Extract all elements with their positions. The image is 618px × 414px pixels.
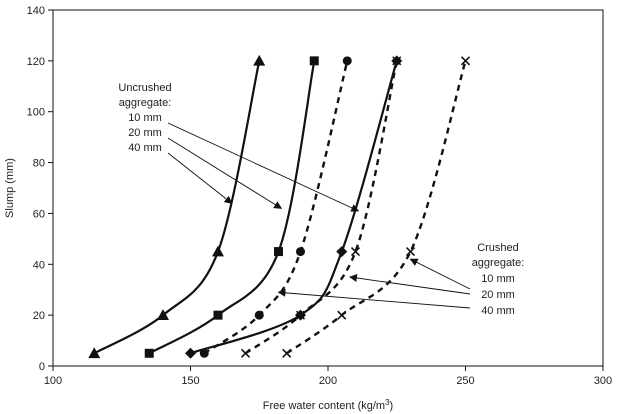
- x-marker-stroke: [282, 348, 292, 358]
- x-marker: [295, 310, 306, 320]
- square-marker: [144, 348, 154, 358]
- x-marker-stroke: [295, 310, 306, 320]
- triangle-marker: [212, 245, 224, 257]
- x-tick-label: 100: [44, 375, 62, 387]
- x-marker-stroke: [350, 247, 361, 257]
- x-tick-label: 300: [594, 375, 612, 387]
- crushed-item-20mm: 20 mm: [481, 289, 515, 301]
- annotation-arrow: [277, 288, 471, 309]
- triangle-marker: [88, 347, 101, 359]
- uncrushed-title-line1: Uncrushed: [118, 82, 171, 94]
- y-tick-label: 140: [27, 5, 45, 17]
- crushed-series-line: [244, 60, 398, 355]
- x-marker-stroke: [405, 247, 416, 257]
- circle-marker: [199, 348, 209, 358]
- x-marker: [240, 348, 251, 358]
- y-tick-label: 80: [33, 158, 45, 170]
- triangle-marker: [157, 309, 169, 320]
- crushed-legend: Crushed aggregate: 10 mm 20 mm 40 mm: [472, 242, 525, 317]
- triangle-marker: [253, 54, 266, 66]
- annotation-arrow: [349, 274, 471, 295]
- circle-marker: [296, 247, 305, 257]
- x-marker-stroke: [337, 310, 347, 320]
- square-marker: [213, 310, 223, 320]
- x-marker: [405, 247, 416, 257]
- square-marker: [309, 56, 319, 66]
- crushed-series-line: [203, 60, 349, 355]
- annotation-arrow: [167, 152, 233, 204]
- square-marker: [274, 247, 283, 257]
- x-marker: [282, 348, 292, 358]
- uncrushed-series-line: [148, 60, 316, 355]
- marker-layer: [88, 54, 471, 359]
- x-tick-label: 250: [456, 375, 474, 387]
- circle-marker: [342, 56, 352, 66]
- diamond-marker: [185, 347, 196, 359]
- plot-frame: [52, 9, 604, 367]
- diamond-marker: [336, 246, 348, 258]
- uncrushed-legend: Uncrushed aggregate: 10 mm 20 mm 40 mm: [118, 82, 171, 154]
- crushed-title-line2: aggregate:: [472, 257, 525, 269]
- crushed-series-line: [286, 60, 467, 355]
- y-tick-label: 0: [39, 361, 45, 373]
- x-tick-label: 200: [319, 375, 337, 387]
- y-tick-label: 40: [33, 259, 45, 271]
- x-marker: [350, 247, 361, 257]
- uncrushed-series-line: [93, 60, 261, 355]
- y-axis-ticks: 0 20 40 60 80 100 120 140: [27, 5, 53, 373]
- crushed-item-10mm: 10 mm: [481, 273, 515, 285]
- uncrushed-item-20mm: 20 mm: [128, 127, 162, 139]
- series-layer: [93, 60, 467, 355]
- y-tick-label: 100: [27, 107, 45, 119]
- x-marker: [392, 56, 402, 66]
- uncrushed-series-line: [190, 60, 398, 355]
- x-marker: [337, 310, 347, 320]
- annotation-arrows: [167, 122, 471, 309]
- x-marker-stroke: [460, 56, 471, 66]
- y-tick-label: 20: [33, 310, 45, 322]
- uncrushed-item-10mm: 10 mm: [128, 112, 162, 124]
- y-tick-label: 120: [27, 56, 45, 68]
- x-axis-title: Free water content (kg/m3): [263, 398, 393, 412]
- axes: [52, 9, 604, 367]
- x-marker: [460, 56, 471, 66]
- x-tick-label: 150: [181, 375, 199, 387]
- annotation-arrow: [409, 258, 471, 290]
- x-marker-stroke: [240, 348, 251, 358]
- y-tick-label: 60: [33, 208, 45, 220]
- uncrushed-title-line2: aggregate:: [119, 97, 172, 109]
- circle-marker: [254, 310, 264, 320]
- x-marker-stroke: [392, 56, 402, 66]
- annotation-arrow: [167, 122, 360, 212]
- crushed-title-line1: Crushed: [477, 242, 519, 254]
- crushed-item-40mm: 40 mm: [481, 305, 515, 317]
- annotation-arrow: [167, 137, 283, 209]
- y-axis-title: Slump (mm): [4, 158, 16, 218]
- x-axis-ticks: 100 150 200 250 300: [44, 366, 612, 387]
- uncrushed-item-40mm: 40 mm: [128, 142, 162, 154]
